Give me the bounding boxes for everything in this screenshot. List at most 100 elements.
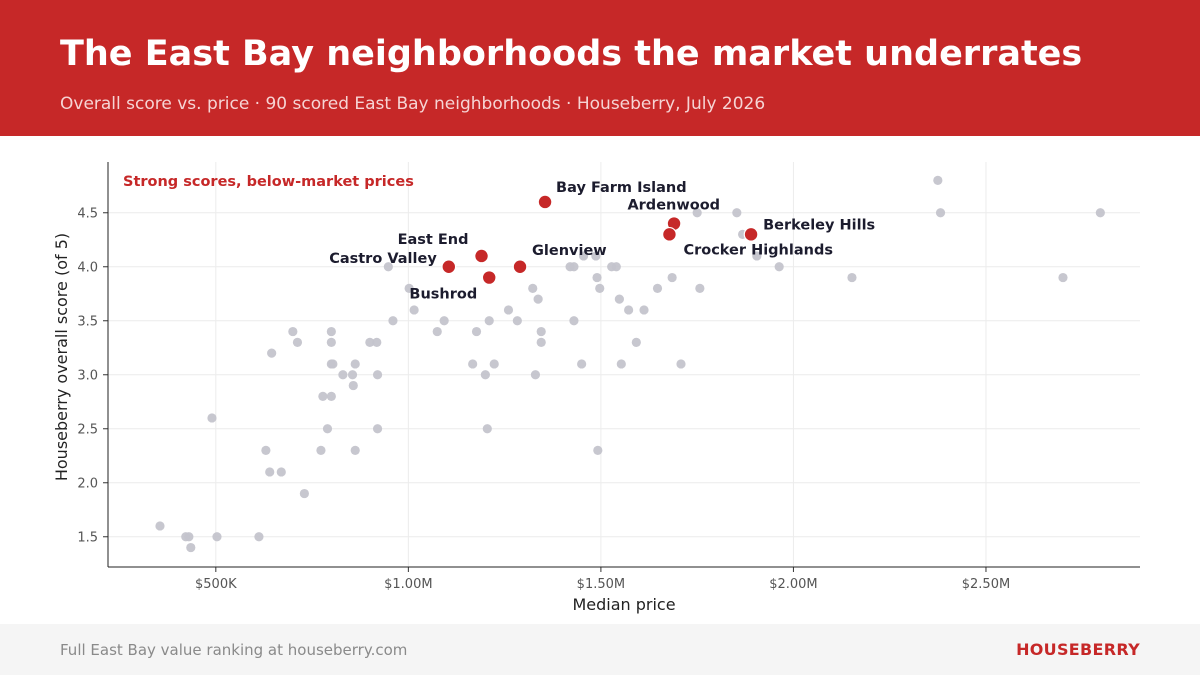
y-tick-label: 2.5 xyxy=(77,422,98,437)
highlighted-point xyxy=(481,270,497,285)
scatter-chart: $500K $1.00M $1.50M $2.00M $2.50M 1.5 2.0 2.5 3.… xyxy=(52,162,1140,614)
scatter-point xyxy=(614,294,624,304)
scatter-point xyxy=(652,283,663,293)
x-axis-title: Median price xyxy=(572,595,675,614)
x-tick-label: $2.00M xyxy=(769,577,817,592)
y-tick-label: 2.0 xyxy=(77,476,98,491)
y-axis-title: Houseberry overall score (of 5) xyxy=(52,233,71,481)
highlight-label: Ardenwood xyxy=(627,198,720,214)
x-tick-label: $2.50M xyxy=(962,577,1010,592)
scatter-point xyxy=(432,326,442,337)
scatter-point xyxy=(350,445,360,455)
scatter-point xyxy=(267,348,277,358)
scatter-point xyxy=(528,283,538,293)
scatter-point xyxy=(592,272,602,283)
scatter-point xyxy=(348,380,358,391)
scatter-point xyxy=(593,445,603,455)
x-tick-label: $1.50M xyxy=(577,577,625,592)
highlighted-point xyxy=(474,248,489,264)
scatter-point xyxy=(328,359,338,369)
x-tick-label: $1.00M xyxy=(384,577,432,592)
scatter-point xyxy=(533,294,543,304)
scatter-point xyxy=(569,316,579,326)
scatter-point xyxy=(569,262,579,272)
scatter-point xyxy=(503,305,514,315)
scatter-point xyxy=(299,488,309,499)
page-subtitle: Overall score vs. price · 90 scored East… xyxy=(60,94,766,114)
scatter-point xyxy=(388,316,398,326)
scatter-point xyxy=(338,370,348,380)
scatter-point xyxy=(480,370,490,380)
grid-lines xyxy=(108,162,1140,567)
data-points xyxy=(155,175,1105,553)
scatter-point xyxy=(372,424,383,434)
scatter-point xyxy=(184,532,194,542)
scatter-point xyxy=(489,359,499,369)
scatter-point xyxy=(611,262,621,272)
highlight-label: Glenview xyxy=(532,243,607,259)
scatter-point xyxy=(695,283,705,293)
scatter-point xyxy=(212,532,222,542)
scatter-point xyxy=(409,305,419,315)
scatter-point xyxy=(288,326,298,337)
scatter-point xyxy=(616,359,626,369)
scatter-point xyxy=(254,532,264,542)
highlight-label: Crocker Highlands xyxy=(683,242,833,258)
scatter-point xyxy=(536,337,546,347)
scatter-point xyxy=(577,359,587,369)
brand-logo: HOUSEBERRY xyxy=(1016,640,1140,659)
scatter-point xyxy=(482,424,492,434)
scatter-point xyxy=(326,391,336,401)
chart-annotation: Strong scores, below-market prices xyxy=(123,174,414,190)
chart-area: $500K $1.00M $1.50M $2.00M $2.50M 1.5 2.0 2.5 3.… xyxy=(0,136,1200,624)
scatter-point xyxy=(624,305,634,315)
scatter-point xyxy=(512,316,522,326)
scatter-point xyxy=(326,326,336,337)
highlight-label: Castro Valley xyxy=(329,251,437,267)
scatter-point xyxy=(1095,208,1105,218)
scatter-point xyxy=(292,337,303,347)
highlighted-point xyxy=(537,194,553,210)
scatter-point xyxy=(265,467,275,477)
scatter-point xyxy=(591,251,601,261)
highlight-label: Bushrod xyxy=(409,287,477,303)
scatter-point xyxy=(692,208,702,218)
scatter-point xyxy=(318,391,328,401)
scatter-point xyxy=(933,175,943,185)
scatter-point xyxy=(774,262,784,272)
scatter-point xyxy=(439,316,449,326)
scatter-point xyxy=(365,337,375,347)
scatter-point xyxy=(1058,272,1068,283)
scatter-point xyxy=(667,272,677,283)
header-banner: The East Bay neighborhoods the market un… xyxy=(0,0,1200,136)
scatter-point xyxy=(316,445,326,455)
scatter-point xyxy=(372,337,382,347)
point-labels: Bay Farm Island Ardenwood Berkeley Hills Cr… xyxy=(329,180,875,303)
scatter-point xyxy=(468,359,478,369)
highlight-label: Berkeley Hills xyxy=(763,217,875,233)
scatter-point xyxy=(676,359,686,369)
y-tick-label: 3.5 xyxy=(77,314,98,329)
scatter-point xyxy=(326,337,336,347)
scatter-point xyxy=(404,283,414,293)
scatter-point xyxy=(383,262,393,272)
scatter-point xyxy=(207,413,217,423)
scatter-point xyxy=(752,251,762,261)
highlighted-point xyxy=(743,226,759,242)
scatter-point xyxy=(732,208,742,218)
scatter-point xyxy=(578,251,589,261)
scatter-point xyxy=(276,467,286,477)
scatter-point xyxy=(639,305,649,315)
scatter-point xyxy=(935,208,946,218)
axes: $500K $1.00M $1.50M $2.00M $2.50M 1.5 2.0 2.5 3.… xyxy=(77,162,1140,592)
scatter-point xyxy=(186,542,196,553)
page-title: The East Bay neighborhoods the market un… xyxy=(60,34,1083,74)
scatter-point xyxy=(530,370,541,380)
highlighted-point xyxy=(441,259,457,275)
highlighted-point xyxy=(512,259,528,275)
scatter-point xyxy=(536,326,546,337)
x-tick-label: $500K xyxy=(195,577,237,592)
scatter-point xyxy=(155,521,165,531)
scatter-point xyxy=(372,370,383,380)
highlight-label: East End xyxy=(398,232,469,248)
